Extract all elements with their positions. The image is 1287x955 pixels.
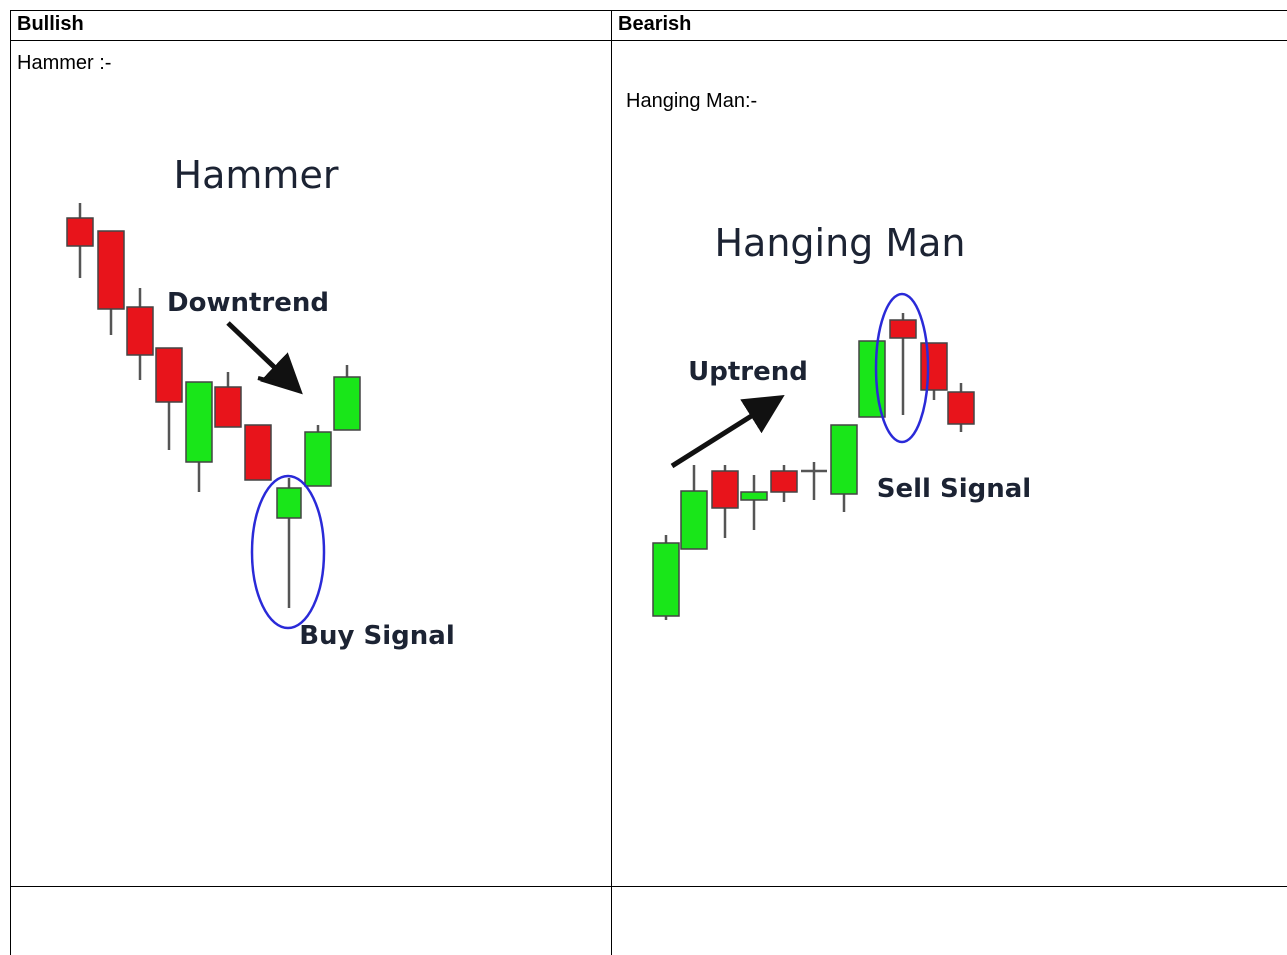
figure-title: Hammer: [174, 153, 339, 197]
hanging-man-figure: Hanging Man Uptrend Sell Signal: [652, 221, 1031, 620]
trend-label: Downtrend: [167, 288, 329, 318]
border: [10, 886, 1287, 887]
border: [10, 10, 11, 955]
border: [10, 40, 1287, 41]
cell: Hammer :-: [17, 52, 112, 74]
hammer-figure: Hammer Downtrend Buy Signal: [66, 153, 455, 651]
signal-label: Sell Signal: [877, 474, 1031, 504]
header-cell: Bullish: [17, 13, 84, 35]
figure-title: Hanging Man: [714, 221, 965, 265]
header-cell: Bearish: [618, 13, 692, 35]
border: [611, 10, 612, 955]
trend-label: Uptrend: [688, 357, 808, 387]
cell: Hanging Man:-: [626, 90, 758, 112]
border: [10, 10, 1287, 11]
signal-label: Buy Signal: [299, 621, 455, 651]
